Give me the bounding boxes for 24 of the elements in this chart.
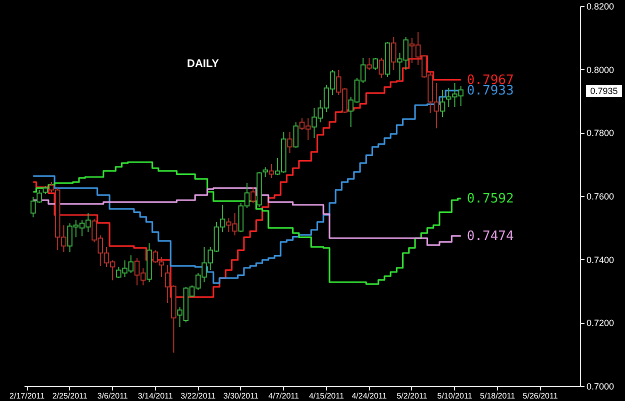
data-label: 0.7592 [466, 192, 514, 207]
x-tick-label: 5/2/2011 [396, 392, 428, 400]
x-tick-label: 2/25/2011 [52, 392, 88, 400]
x-tick-label: 3/6/2011 [97, 392, 128, 400]
x-tick-label: 3/30/2011 [223, 392, 259, 400]
data-label: 0.7474 [466, 228, 514, 244]
y-tick-label: 0.7800 [586, 128, 614, 138]
x-tick-label: 4/7/2011 [268, 392, 300, 400]
x-tick-label: 4/24/2011 [352, 392, 388, 400]
text: 0.7935 [590, 86, 618, 96]
x-tick-label: 3/14/2011 [138, 392, 174, 400]
x-tick-label: 2/17/2011 [10, 392, 46, 400]
y-tick-label: 0.7400 [586, 254, 614, 265]
y-tick-label: 0.8000 [586, 64, 614, 75]
y-tick-label: 0.8200 [586, 2, 614, 12]
x-tick-label: 3/22/2011 [180, 392, 216, 400]
text: DAILY [187, 58, 220, 70]
x-tick-label: 4/15/2011 [308, 392, 344, 400]
x-tick-label: 5/10/2011 [437, 392, 473, 400]
y-tick-label: 0.7000 [586, 382, 614, 392]
x-tick-label: 5/18/2011 [480, 392, 516, 400]
y-tick-label: 0.7600 [586, 192, 614, 202]
y-tick-label: 0.7200 [586, 318, 614, 328]
x-tick-label: 5/26/2011 [522, 392, 558, 400]
